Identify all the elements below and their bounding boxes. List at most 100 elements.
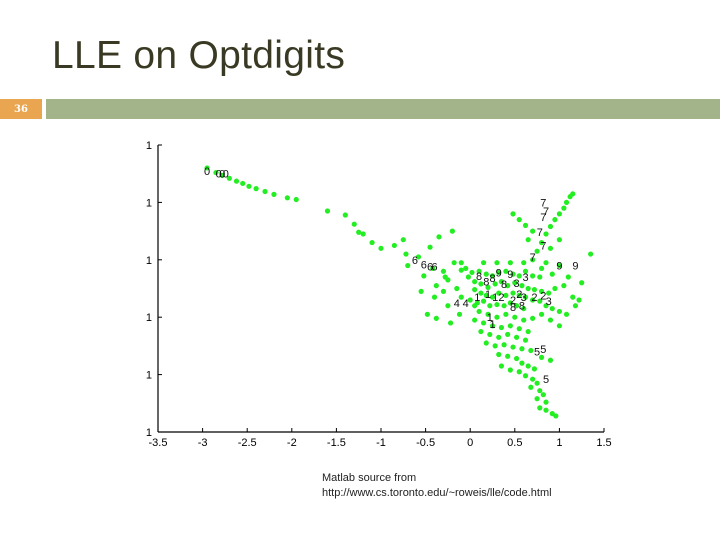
data-point [547, 245, 554, 251]
digit-label: 9 [496, 267, 502, 279]
data-point [576, 297, 582, 303]
digit-label: 1 [485, 289, 491, 301]
data-point [240, 180, 246, 187]
data-point [483, 340, 489, 346]
data-point [342, 212, 348, 218]
data-point [246, 183, 252, 189]
digit-label: 6 [412, 255, 418, 267]
data-point [556, 308, 562, 315]
data-point [356, 229, 362, 235]
digit-label: 2 [510, 295, 516, 307]
y-tick-label: 1 [146, 197, 152, 209]
data-point [522, 337, 529, 343]
data-point [400, 237, 406, 243]
data-point [563, 311, 570, 317]
data-point [483, 271, 489, 277]
data-point [436, 234, 442, 240]
data-point [494, 314, 500, 320]
data-point [530, 257, 536, 263]
data-point [528, 347, 534, 354]
data-point [556, 323, 562, 329]
data-point [510, 290, 516, 296]
data-point [213, 169, 219, 176]
digit-label: 1 [474, 292, 480, 304]
data-point [219, 172, 225, 179]
digit-label: 3 [514, 278, 520, 290]
data-point [424, 311, 430, 317]
data-point [530, 376, 536, 382]
data-point [403, 251, 409, 257]
data-point [570, 191, 576, 197]
slide-number-box: 36 [0, 99, 42, 119]
data-point [537, 405, 543, 411]
data-point [498, 279, 505, 285]
data-point [531, 287, 538, 293]
data-point [226, 175, 232, 181]
data-point [433, 283, 439, 289]
digit-label: 8 [510, 302, 516, 314]
data-point [522, 222, 529, 228]
data-point [476, 308, 482, 315]
source-caption: Matlab source from http://www.cs.toronto… [322, 471, 552, 501]
data-point [458, 260, 464, 266]
data-point [556, 237, 562, 243]
data-point [430, 265, 436, 272]
digit-label: 8 [501, 279, 507, 291]
digit-label: 4 [463, 298, 469, 310]
data-point [547, 317, 554, 323]
data-point [463, 265, 469, 272]
digit-label: 6 [421, 259, 427, 271]
data-point [480, 260, 487, 266]
data-point [549, 305, 555, 312]
digit-label: 2 [531, 292, 537, 304]
x-tick-label: 0 [467, 437, 473, 449]
data-point [565, 274, 571, 280]
data-point [284, 195, 290, 201]
digit-label: 6 [427, 262, 433, 274]
data-point [546, 290, 552, 296]
x-tick-label: 1.5 [596, 437, 611, 449]
digit-label: 8 [476, 271, 482, 283]
digit-label: 1 [492, 292, 498, 304]
data-point [588, 251, 594, 257]
digit-label: 5 [534, 347, 540, 359]
data-point [440, 288, 447, 294]
data-point [543, 303, 549, 309]
digit-label: 4 [454, 298, 460, 310]
y-tick-label: 1 [146, 140, 152, 152]
x-tick-label: -0.5 [416, 437, 435, 449]
data-point [522, 268, 529, 274]
data-point [538, 354, 545, 360]
data-point [538, 288, 545, 294]
data-point [516, 292, 522, 298]
data-point [556, 211, 562, 217]
data-point [478, 290, 484, 296]
data-point [538, 239, 545, 246]
data-point [472, 287, 478, 293]
data-point [405, 262, 411, 269]
slide-title: LLE on Optdigits [52, 34, 346, 77]
data-point [233, 178, 240, 184]
data-point [525, 237, 531, 243]
data-point [512, 314, 518, 320]
digit-label: 9 [507, 269, 513, 281]
x-tick-label: -2 [287, 437, 297, 449]
data-point [543, 399, 549, 405]
digit-label: 1 [487, 312, 493, 324]
data-point [516, 326, 522, 332]
data-point [519, 283, 525, 289]
data-point [498, 363, 505, 369]
data-point [513, 334, 520, 340]
data-point [525, 363, 531, 369]
data-point [480, 298, 487, 304]
data-point [485, 284, 491, 290]
data-point [538, 265, 545, 272]
x-tick-label: -2.5 [238, 437, 257, 449]
data-point [561, 205, 567, 211]
y-tick-label: 1 [146, 255, 152, 267]
digit-label: 9 [572, 261, 578, 273]
data-point [496, 269, 502, 276]
data-point [528, 384, 534, 390]
x-tick-label: -3.5 [149, 437, 168, 449]
